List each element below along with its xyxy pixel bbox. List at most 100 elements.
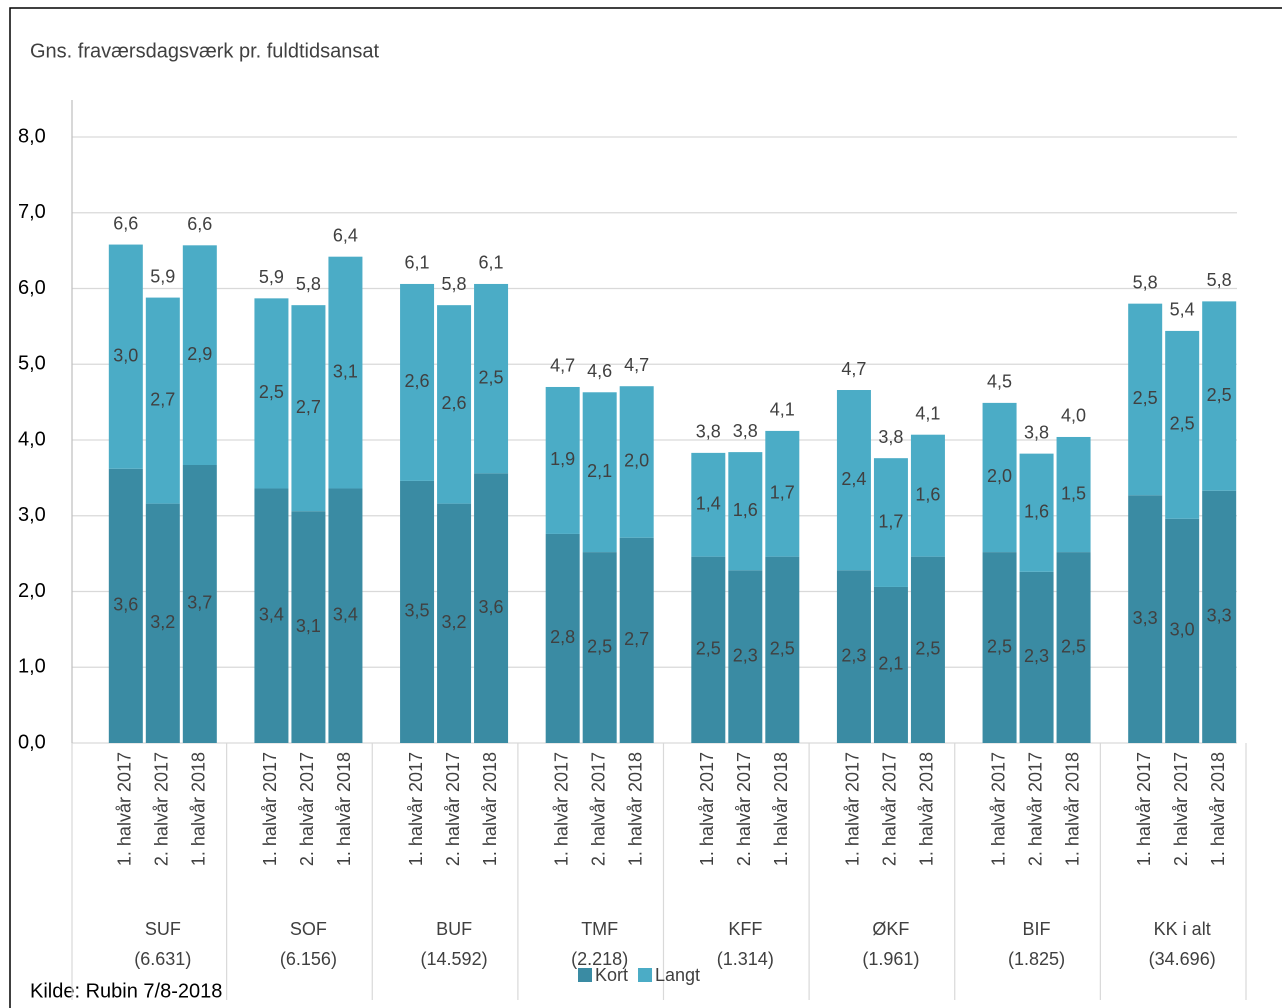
data-label: 2,3 bbox=[733, 645, 758, 665]
bar-segment bbox=[182, 245, 217, 465]
data-label: 3,2 bbox=[442, 612, 467, 632]
x-tick-label: 1. halvår 2018 bbox=[1062, 752, 1082, 866]
group-note: (6.631) bbox=[134, 949, 191, 969]
source: Kilde: Rubin 7/8-2018 bbox=[30, 980, 222, 1002]
group-label: SOF bbox=[290, 919, 327, 939]
group-label: SUF bbox=[145, 919, 181, 939]
total-label: 4,7 bbox=[550, 356, 575, 376]
x-tick-label: 1. halvår 2017 bbox=[260, 752, 280, 866]
data-label: 3,7 bbox=[187, 593, 212, 613]
group-label: TMF bbox=[581, 919, 618, 939]
data-label: 3,4 bbox=[259, 604, 284, 624]
x-tick-label: 1. halvår 2018 bbox=[480, 752, 500, 866]
bar-segment bbox=[728, 570, 763, 743]
group-note: (1.314) bbox=[717, 949, 774, 969]
data-label: 2,4 bbox=[841, 469, 866, 489]
x-tick-label: 2. halvår 2017 bbox=[1171, 752, 1191, 866]
bar-segment bbox=[619, 386, 654, 538]
bar-segment bbox=[836, 570, 871, 743]
data-label: 2,5 bbox=[259, 382, 284, 402]
x-tick-label: 1. halvår 2017 bbox=[1134, 752, 1154, 866]
bar-segment bbox=[873, 458, 908, 587]
data-label: 2,5 bbox=[1207, 385, 1232, 405]
bar-segment bbox=[328, 488, 363, 743]
data-label: 2,6 bbox=[442, 393, 467, 413]
bar-segment bbox=[474, 283, 509, 474]
data-label: 1,6 bbox=[915, 484, 940, 504]
bar-segment bbox=[1128, 495, 1163, 743]
x-tick-label: 1. halvår 2018 bbox=[771, 752, 791, 866]
data-label: 3,5 bbox=[405, 601, 430, 621]
bar-segment bbox=[400, 283, 435, 481]
total-label: 6,1 bbox=[479, 253, 504, 273]
bar-segment bbox=[1019, 571, 1054, 743]
group-note: (34.696) bbox=[1149, 949, 1216, 969]
x-tick-label: 1. halvår 2018 bbox=[917, 752, 937, 866]
x-tick-label: 1. halvår 2018 bbox=[189, 752, 209, 866]
total-label: 4,5 bbox=[987, 372, 1012, 392]
total-label: 4,1 bbox=[915, 403, 940, 423]
x-tick-label: 1. halvår 2018 bbox=[1208, 752, 1228, 866]
bar-segment bbox=[1202, 301, 1237, 491]
bar-segment bbox=[400, 480, 435, 743]
data-label: 2,7 bbox=[296, 397, 321, 417]
x-tick-label: 1. halvår 2017 bbox=[697, 752, 717, 866]
data-label: 3,0 bbox=[1170, 620, 1195, 640]
bar-segment bbox=[619, 537, 654, 743]
data-label: 2,5 bbox=[696, 639, 721, 659]
data-label: 3,2 bbox=[150, 612, 175, 632]
y-tick-label: 3,0 bbox=[18, 504, 46, 526]
data-label: 2,5 bbox=[1133, 388, 1158, 408]
data-label: 1,7 bbox=[770, 483, 795, 503]
data-label: 2,3 bbox=[841, 645, 866, 665]
data-label: 2,0 bbox=[987, 466, 1012, 486]
total-label: 4,6 bbox=[587, 361, 612, 381]
y-tick-label: 6,0 bbox=[18, 277, 46, 299]
total-label: 4,7 bbox=[841, 359, 866, 379]
group-label: BIF bbox=[1023, 919, 1051, 939]
bar-segment bbox=[1165, 518, 1200, 743]
x-tick-label: 1. halvår 2018 bbox=[625, 752, 645, 866]
data-label: 2,5 bbox=[587, 636, 612, 656]
total-label: 6,6 bbox=[187, 214, 212, 234]
total-label: 5,8 bbox=[1207, 270, 1232, 290]
data-label: 2,5 bbox=[1061, 636, 1086, 656]
bar-segment bbox=[910, 434, 945, 557]
bar-segment bbox=[545, 533, 580, 743]
x-tick-label: 2. halvår 2017 bbox=[588, 752, 608, 866]
y-tick-label: 4,0 bbox=[18, 428, 46, 450]
bar-segment bbox=[1056, 436, 1091, 553]
group-label: BUF bbox=[436, 919, 472, 939]
legend-swatch bbox=[638, 968, 653, 982]
data-label: 1,6 bbox=[1024, 501, 1049, 521]
bar-segment bbox=[437, 305, 472, 504]
x-tick-label: 2. halvår 2017 bbox=[152, 752, 172, 866]
data-label: 1,5 bbox=[1061, 483, 1086, 503]
bar-segment bbox=[1019, 453, 1054, 572]
data-label: 2,5 bbox=[1170, 414, 1195, 434]
bar-segment bbox=[910, 556, 945, 743]
total-label: 3,8 bbox=[696, 422, 721, 442]
bar-segment bbox=[437, 503, 472, 743]
x-tick-label: 1. halvår 2017 bbox=[406, 752, 426, 866]
group-note: (6.156) bbox=[280, 949, 337, 969]
x-tick-label: 1. halvår 2017 bbox=[843, 752, 863, 866]
bar-segment bbox=[145, 503, 180, 743]
legend-swatch bbox=[578, 968, 592, 982]
y-tick-label: 2,0 bbox=[18, 580, 46, 602]
data-label: 2,7 bbox=[624, 629, 649, 649]
data-label: 1,4 bbox=[696, 494, 721, 514]
data-label: 2,0 bbox=[624, 451, 649, 471]
total-label: 4,7 bbox=[624, 355, 649, 375]
data-label: 2,3 bbox=[1024, 646, 1049, 666]
total-label: 4,0 bbox=[1061, 406, 1086, 426]
data-label: 2,7 bbox=[150, 389, 175, 409]
bar-segment bbox=[691, 452, 726, 557]
bar-segment bbox=[582, 552, 617, 743]
total-label: 6,4 bbox=[333, 225, 358, 245]
data-label: 3,1 bbox=[296, 616, 321, 636]
bar-segment bbox=[1202, 490, 1237, 743]
total-label: 5,8 bbox=[1133, 272, 1158, 292]
legend-label: Langt bbox=[655, 965, 700, 985]
